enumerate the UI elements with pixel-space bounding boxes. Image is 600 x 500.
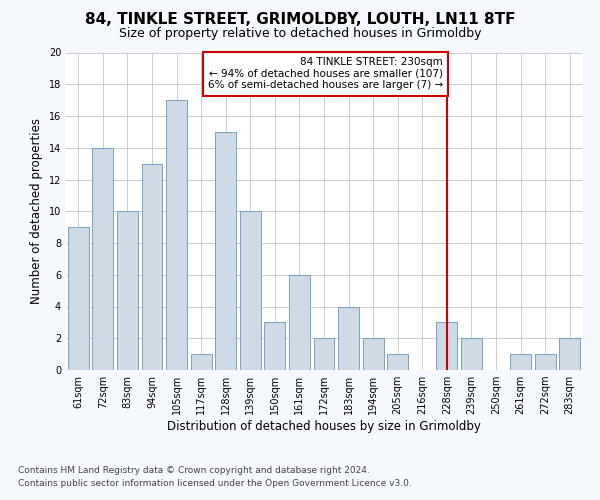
Bar	[362, 338, 383, 370]
Bar	[338, 306, 359, 370]
Bar	[387, 354, 408, 370]
Text: 84, TINKLE STREET, GRIMOLDBY, LOUTH, LN11 8TF: 84, TINKLE STREET, GRIMOLDBY, LOUTH, LN1…	[85, 12, 515, 28]
Bar	[215, 132, 236, 370]
Bar	[265, 322, 286, 370]
Text: Contains HM Land Registry data © Crown copyright and database right 2024.
Contai: Contains HM Land Registry data © Crown c…	[18, 466, 412, 487]
Bar	[68, 227, 89, 370]
X-axis label: Distribution of detached houses by size in Grimoldby: Distribution of detached houses by size …	[167, 420, 481, 433]
Bar	[436, 322, 457, 370]
Bar	[314, 338, 334, 370]
Bar	[92, 148, 113, 370]
Y-axis label: Number of detached properties: Number of detached properties	[30, 118, 43, 304]
Bar	[240, 211, 261, 370]
Text: 84 TINKLE STREET: 230sqm
← 94% of detached houses are smaller (107)
6% of semi-d: 84 TINKLE STREET: 230sqm ← 94% of detach…	[208, 58, 443, 90]
Bar	[510, 354, 531, 370]
Bar	[142, 164, 163, 370]
Text: Size of property relative to detached houses in Grimoldby: Size of property relative to detached ho…	[119, 28, 481, 40]
Bar	[289, 275, 310, 370]
Bar	[191, 354, 212, 370]
Bar	[117, 211, 138, 370]
Bar	[166, 100, 187, 370]
Bar	[461, 338, 482, 370]
Bar	[559, 338, 580, 370]
Bar	[535, 354, 556, 370]
